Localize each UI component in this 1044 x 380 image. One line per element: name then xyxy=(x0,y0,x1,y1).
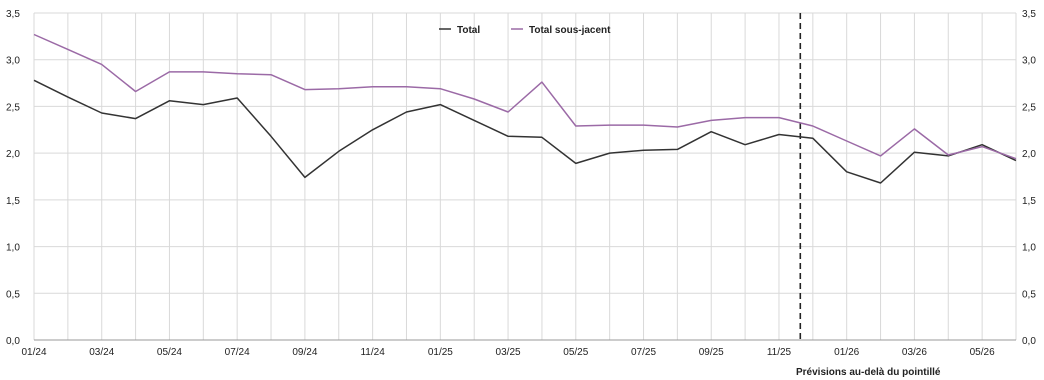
x-tick-label: 01/24 xyxy=(21,347,46,358)
forecast-annotation: Prévisions au-delà du pointillé xyxy=(796,367,941,378)
x-tick-label: 07/24 xyxy=(225,347,250,358)
y-tick-label-left: 3,5 xyxy=(6,9,20,20)
y-tick-label-right: 3,5 xyxy=(1022,9,1036,20)
x-tick-label: 11/25 xyxy=(767,347,792,358)
y-tick-label-left: 3,0 xyxy=(6,56,20,67)
y-tick-label-left: 0,5 xyxy=(6,289,20,300)
series-line-total-sous-jacent xyxy=(33,33,1017,160)
gridlines xyxy=(33,12,1017,341)
x-tick-label: 09/24 xyxy=(292,347,317,358)
y-tick-label-left: 1,5 xyxy=(6,196,20,207)
x-tick-label: 03/26 xyxy=(902,347,927,358)
y-tick-label-left: 2,0 xyxy=(6,149,20,160)
legend: Total Total sous-jacent xyxy=(439,25,611,36)
y-tick-label-right: 1,0 xyxy=(1022,243,1036,254)
y-tick-label-left: 2,5 xyxy=(6,102,20,113)
x-tick-label: 03/24 xyxy=(89,347,114,358)
y-tick-label-right: 2,0 xyxy=(1022,149,1036,160)
x-tick-label: 05/26 xyxy=(970,347,995,358)
series-lines xyxy=(33,33,1017,184)
x-tick-label: 09/25 xyxy=(699,347,724,358)
y-tick-label-right: 0,0 xyxy=(1022,336,1036,347)
y-tick-label-right: 2,5 xyxy=(1022,102,1036,113)
axis-ticks: 0,0 0,0 0,5 0,5 1,0 1,0 1,5 1,5 2,0 2,0 2,5 2,5 3,0 3… xyxy=(6,9,1036,358)
y-tick-label-right: 3,0 xyxy=(1022,56,1036,67)
x-tick-label: 11/24 xyxy=(360,347,385,358)
y-tick-label-right: 0,5 xyxy=(1022,289,1036,300)
x-tick-label: 07/25 xyxy=(631,347,656,358)
x-tick-label: 03/25 xyxy=(496,347,521,358)
legend-label-total-sous-jacent: Total sous-jacent xyxy=(529,25,611,36)
x-tick-label: 01/25 xyxy=(428,347,453,358)
y-tick-label-right: 1,5 xyxy=(1022,196,1036,207)
y-tick-label-left: 1,0 xyxy=(6,243,20,254)
x-tick-label: 01/26 xyxy=(834,347,859,358)
x-tick-label: 05/24 xyxy=(157,347,182,358)
y-tick-label-left: 0,0 xyxy=(6,336,20,347)
x-tick-label: 05/25 xyxy=(563,347,588,358)
series-line-total xyxy=(33,79,1017,184)
legend-label-total: Total xyxy=(457,25,480,36)
